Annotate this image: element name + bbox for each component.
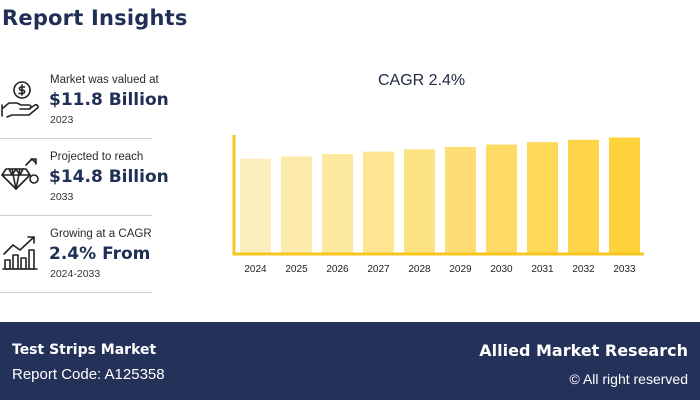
insight-market-value: Market was valued at $11.8 Billion 2023 bbox=[0, 64, 169, 139]
x-tick-label: 2024 bbox=[244, 264, 267, 275]
bar-2030 bbox=[486, 144, 517, 254]
chart-title: CAGR 2.4% bbox=[378, 72, 466, 89]
bar-2026 bbox=[322, 153, 353, 254]
insight-value: 2.4% From bbox=[49, 244, 151, 264]
insight-year: 2033 bbox=[50, 191, 74, 203]
insight-label: Market was valued at bbox=[50, 74, 159, 86]
insight-label: Projected to reach bbox=[50, 151, 144, 163]
insight-value: $14.8 Billion bbox=[49, 167, 169, 187]
x-tick-label: 2033 bbox=[613, 264, 636, 275]
market-name: Test Strips Market bbox=[12, 342, 157, 358]
insight-value: $11.8 Billion bbox=[49, 90, 169, 110]
money-hand-icon bbox=[0, 78, 40, 118]
x-tick-label: 2031 bbox=[531, 264, 554, 275]
bar-2027 bbox=[363, 151, 394, 254]
insight-year: 2024-2033 bbox=[50, 268, 101, 280]
x-tick-label: 2027 bbox=[367, 264, 390, 275]
brand-name: Allied Market Research bbox=[479, 341, 688, 360]
bar-2029 bbox=[445, 146, 476, 254]
bar-2025 bbox=[281, 156, 312, 254]
bar-2032 bbox=[568, 139, 599, 254]
insight-year: 2023 bbox=[50, 114, 74, 126]
bar-2024 bbox=[240, 158, 271, 254]
x-tick-label: 2030 bbox=[490, 264, 513, 275]
x-tick-label: 2032 bbox=[572, 264, 595, 275]
insight-projected-value: Projected to reach $14.8 Billion 2033 bbox=[0, 141, 169, 216]
bar-2028 bbox=[404, 149, 435, 254]
report-code: Report Code: A125358 bbox=[12, 366, 165, 383]
x-tick-label: 2028 bbox=[408, 264, 431, 275]
bar-2031 bbox=[527, 142, 558, 254]
bar-2033 bbox=[609, 137, 640, 254]
copyright-notice: © All right reserved bbox=[569, 371, 688, 387]
growth-chart-icon bbox=[0, 232, 40, 272]
footer: Test Strips Market Report Code: A125358 … bbox=[0, 322, 700, 400]
bar-chart: 2024 2025 2026 2027 2028 2029 2030 2031 2032 2033 bbox=[232, 135, 644, 275]
x-tick-label: 2029 bbox=[449, 264, 472, 275]
page-title: Report Insights bbox=[2, 6, 188, 30]
insights-panel: Market was valued at $11.8 Billion 2023 … bbox=[0, 64, 169, 293]
insight-cagr: Growing at a CAGR 2.4% From 2024-2033 bbox=[0, 218, 152, 293]
diamond-growth-icon bbox=[0, 155, 40, 195]
insight-label: Growing at a CAGR bbox=[50, 228, 152, 240]
x-tick-label: 2025 bbox=[285, 264, 308, 275]
x-tick-label: 2026 bbox=[326, 264, 349, 275]
